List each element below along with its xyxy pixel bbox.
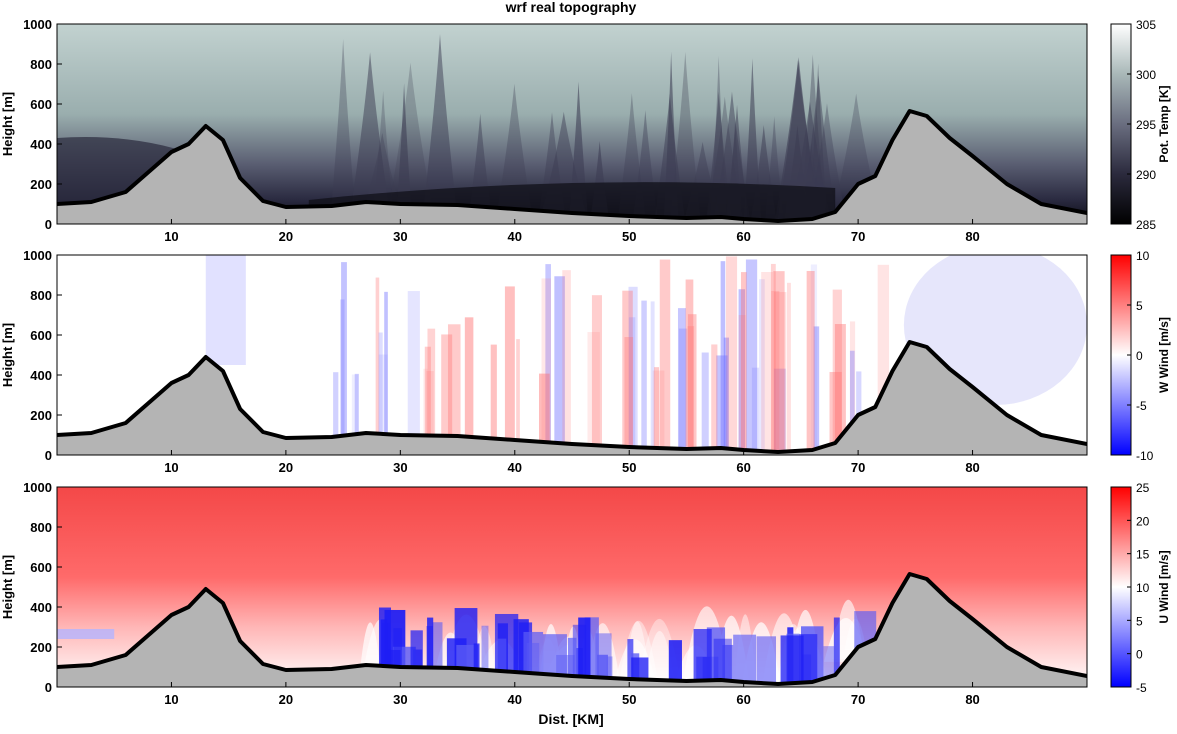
x-tick-label: 20 [279, 460, 293, 475]
terrain-outline [57, 572, 1087, 686]
colorbar-tick-label: 295 [1136, 118, 1156, 132]
colorbar-tick-label: 15 [1136, 548, 1150, 562]
plot-frame [56, 23, 1088, 225]
y-tick-label: 200 [30, 177, 52, 192]
y-tick-label: 0 [45, 448, 52, 463]
colorbar-tick-label: -5 [1136, 681, 1147, 695]
y-tick-label: 1000 [23, 480, 52, 495]
y-tick-label: 200 [30, 408, 52, 423]
colorbar-tick-label: 290 [1136, 168, 1156, 182]
x-tick-label: 30 [393, 460, 407, 475]
y-tick-label: 400 [30, 600, 52, 615]
x-tick-label: 10 [164, 229, 178, 244]
x-axis-label: Dist. [KM] [538, 711, 603, 727]
heatmap-field [57, 255, 1087, 455]
colorbar-label: W Wind [m/s] [1157, 317, 1171, 393]
y-tick-label: 800 [30, 520, 52, 535]
colorbar-tick-label: 0 [1136, 349, 1143, 363]
x-tick-label: 80 [965, 692, 979, 707]
y-axis-label: Height [m] [0, 555, 15, 619]
y-tick-label: 400 [30, 368, 52, 383]
colorbar-tick-label: 20 [1136, 514, 1150, 528]
y-tick-label: 400 [30, 137, 52, 152]
panel-potential-temperature: 10 20 30 40 50 60 70 8002004006008001000Height … [0, 17, 1171, 244]
x-tick-label: 50 [622, 692, 636, 707]
x-tick-label: 60 [736, 229, 750, 244]
x-tick-label: 30 [393, 692, 407, 707]
y-tick-label: 1000 [23, 248, 52, 263]
colorbar-tick-label: 10 [1136, 249, 1150, 263]
x-tick-label: 70 [851, 692, 865, 707]
x-tick-label: 60 [736, 460, 750, 475]
x-tick-label: 70 [851, 460, 865, 475]
panel-w-wind: 10 20 30 40 50 60 70 8002004006008001000Height … [0, 248, 1171, 475]
colorbar-label: U Wind [m/s] [1157, 550, 1171, 623]
y-tick-label: 600 [30, 97, 52, 112]
y-tick-label: 0 [45, 217, 52, 232]
x-tick-label: 20 [279, 692, 293, 707]
x-tick-label: 80 [965, 229, 979, 244]
y-tick-label: 1000 [23, 17, 52, 32]
x-tick-label: 30 [393, 229, 407, 244]
plot-frame [56, 254, 1088, 456]
x-tick-label: 50 [622, 460, 636, 475]
heatmap-field [57, 24, 1087, 224]
y-tick-label: 600 [30, 560, 52, 575]
x-tick-label: 10 [164, 692, 178, 707]
terrain-outline [57, 109, 1087, 223]
terrain-outline [57, 340, 1087, 454]
x-tick-label: 40 [508, 692, 522, 707]
colorbar-tick-label: 5 [1136, 299, 1143, 313]
y-tick-label: 0 [45, 680, 52, 695]
colorbar-tick-label: 305 [1136, 18, 1156, 32]
y-tick-label: 800 [30, 288, 52, 303]
y-tick-label: 600 [30, 328, 52, 343]
x-tick-label: 50 [622, 229, 636, 244]
x-tick-label: 70 [851, 229, 865, 244]
plot-frame [56, 486, 1088, 688]
x-tick-label: 40 [508, 460, 522, 475]
x-tick-label: 80 [965, 460, 979, 475]
x-tick-label: 60 [736, 692, 750, 707]
y-axis-label: Height [m] [0, 92, 15, 156]
colorbar-tick-label: 0 [1136, 648, 1143, 662]
colorbar-tick-label: 285 [1136, 218, 1156, 232]
colorbar-tick-label: 300 [1136, 68, 1156, 82]
colorbar-label: Pot. Temp [K] [1157, 85, 1171, 162]
heatmap-field [57, 487, 1087, 687]
x-tick-label: 20 [279, 229, 293, 244]
colorbar-tick-label: 25 [1136, 481, 1150, 495]
x-tick-label: 40 [508, 229, 522, 244]
colorbar-tick-label: -10 [1136, 449, 1154, 463]
colorbar-tick-label: 10 [1136, 581, 1150, 595]
panel-u-wind: 10 20 30 40 50 60 70 8002004006008001000Height … [0, 480, 1171, 707]
y-axis-label: Height [m] [0, 323, 15, 387]
colorbar-tick-label: -5 [1136, 399, 1147, 413]
x-tick-label: 10 [164, 460, 178, 475]
colorbar-tick-label: 5 [1136, 614, 1143, 628]
y-tick-label: 200 [30, 640, 52, 655]
figure-title: wrf real topography [505, 0, 637, 15]
y-tick-label: 800 [30, 57, 52, 72]
